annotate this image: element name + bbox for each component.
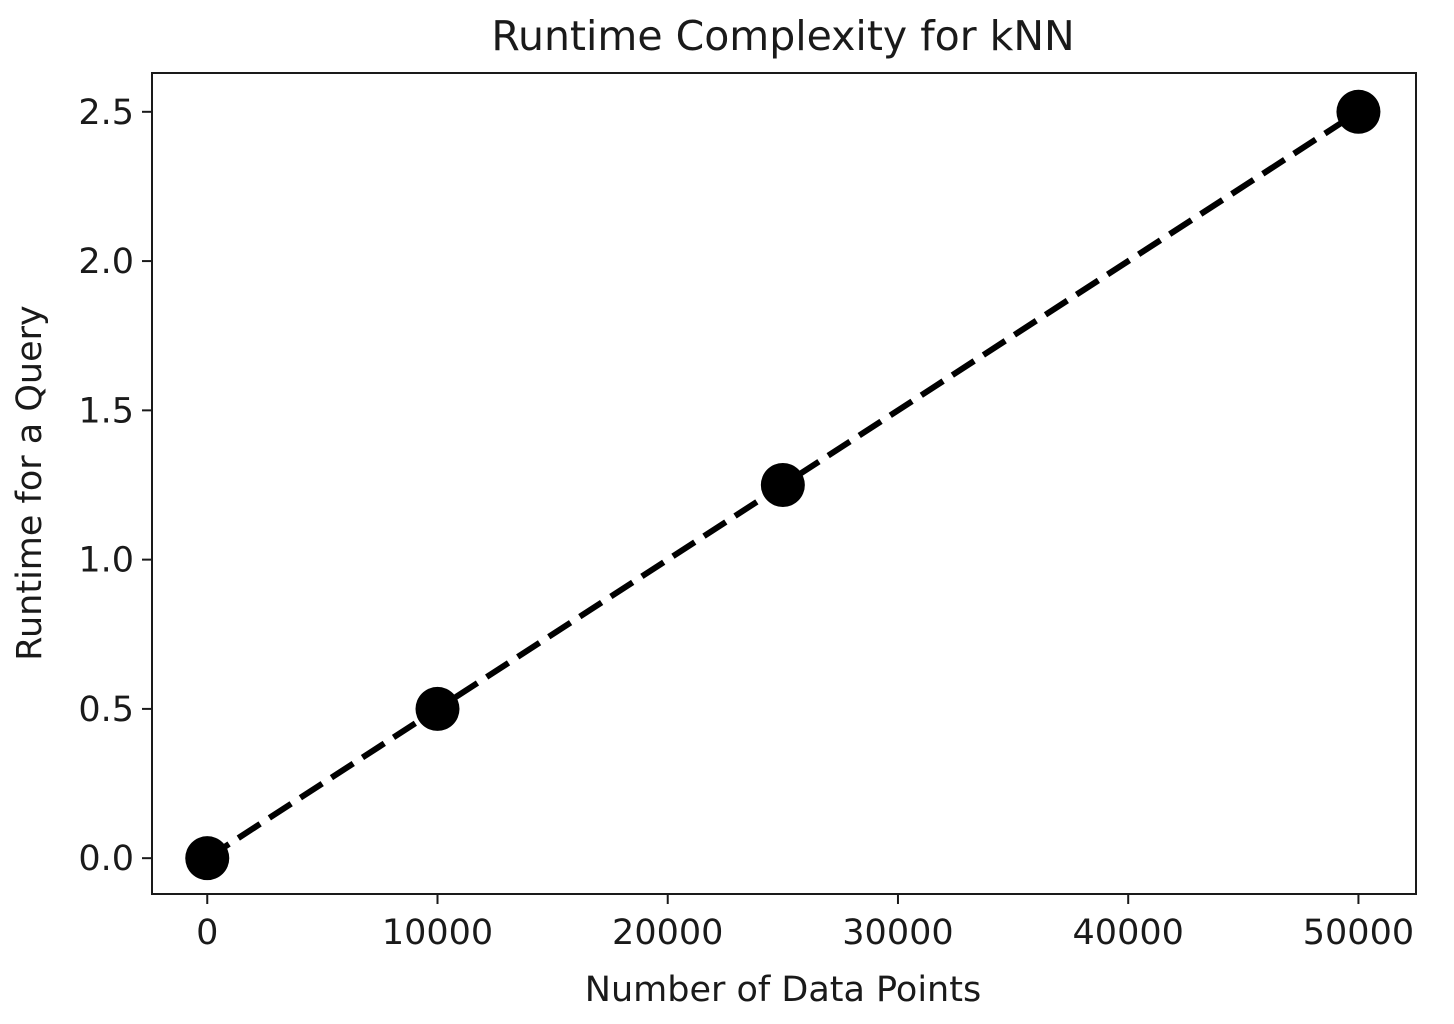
plot-area-frame xyxy=(151,72,1417,895)
data-point xyxy=(1336,89,1381,134)
y-axis: 0.0 0.5 1.0 1.5 2.0 2.5 xyxy=(78,93,152,879)
x-tick-label: 30000 xyxy=(842,913,953,953)
x-tick-label: 50000 xyxy=(1303,913,1414,953)
x-tick-label: 40000 xyxy=(1073,913,1184,953)
y-tick-label: 2.0 xyxy=(78,242,134,282)
y-tick-label: 0.0 xyxy=(78,839,134,879)
data-point xyxy=(760,462,805,507)
x-tick-label: 0 xyxy=(196,913,218,953)
chart-title: Runtime Complexity for kNN xyxy=(491,12,1074,60)
y-tick-label: 0.5 xyxy=(78,690,134,730)
y-tick-label: 1.0 xyxy=(78,541,134,581)
x-axis-title: Number of Data Points xyxy=(585,970,981,1010)
y-axis-title: Runtime for a Query xyxy=(10,305,50,661)
y-tick-label: 2.5 xyxy=(78,93,134,133)
x-axis: 0 10000 20000 30000 40000 50000 xyxy=(196,894,1414,953)
series-layer xyxy=(185,89,1381,881)
data-point xyxy=(185,836,230,881)
x-tick-label: 10000 xyxy=(382,913,493,953)
data-point xyxy=(415,686,460,731)
x-tick-label: 20000 xyxy=(612,913,723,953)
y-tick-label: 1.5 xyxy=(78,391,134,431)
